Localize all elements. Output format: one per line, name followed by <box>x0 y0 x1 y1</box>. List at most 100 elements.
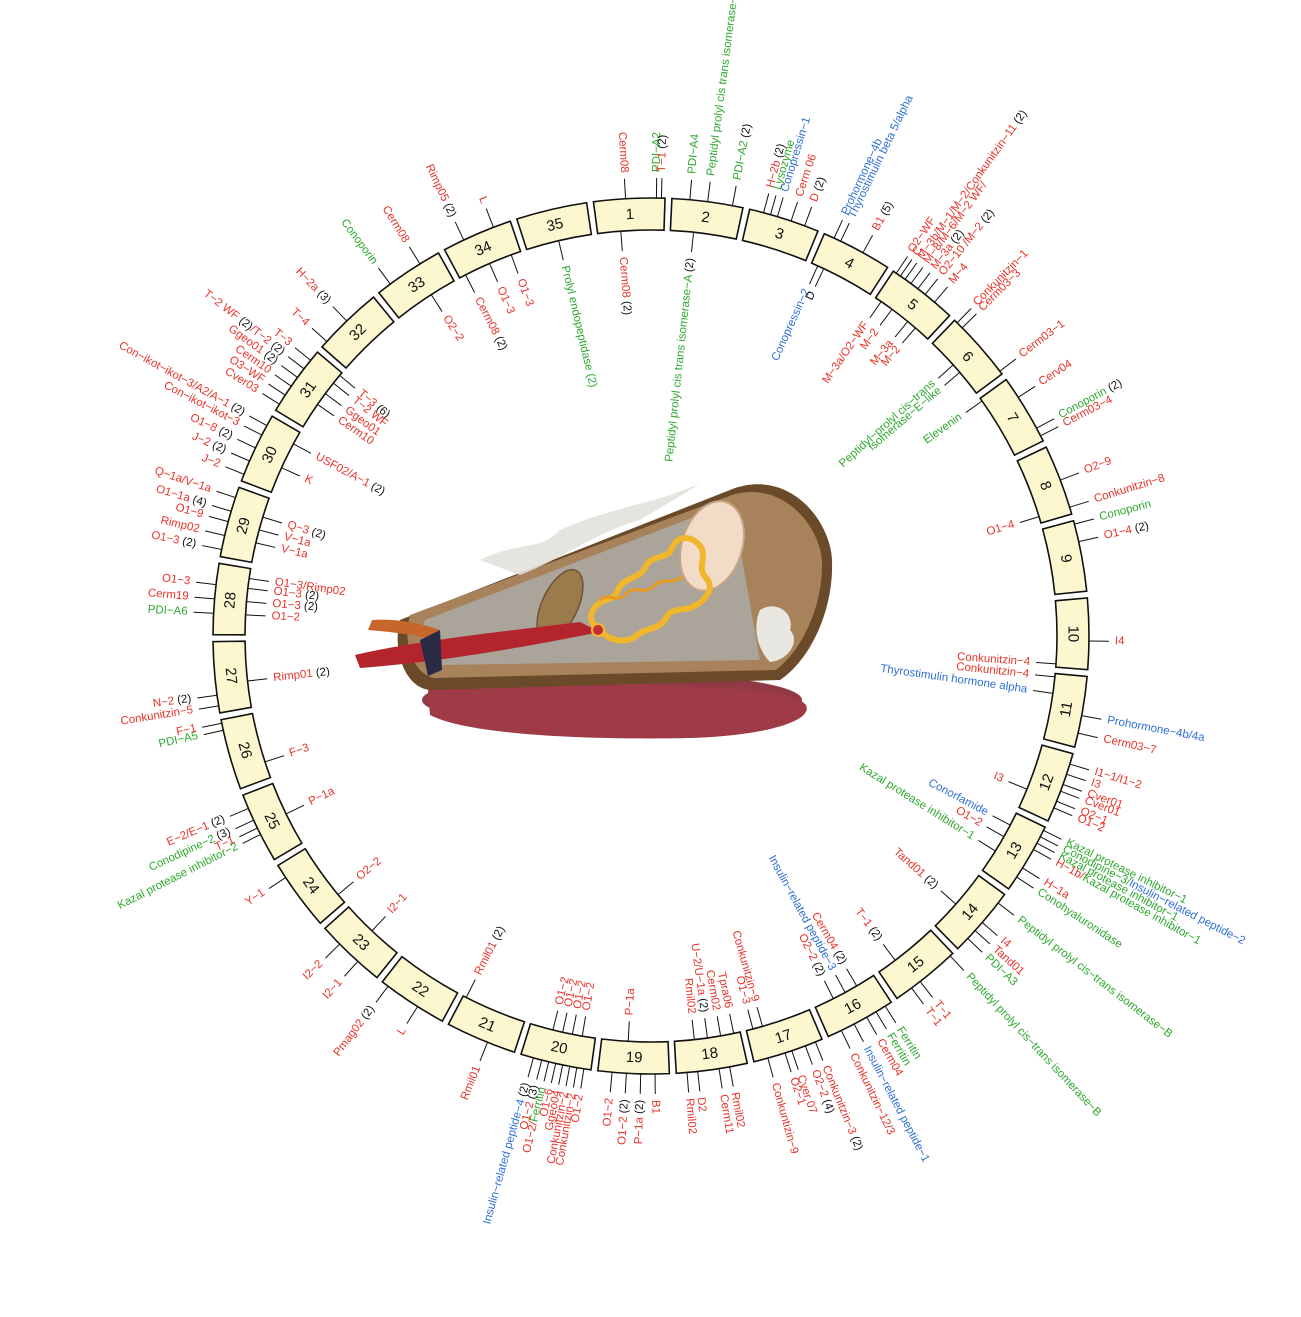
leader-line <box>912 988 924 1004</box>
gene-label-part: I2−1 <box>385 891 409 916</box>
leader-line <box>230 808 248 816</box>
gene-label: F−3 <box>288 742 311 760</box>
leader-line <box>1035 675 1055 677</box>
gene-label: Conkunitzin−1 <box>971 248 1031 309</box>
leader-line <box>719 1069 722 1089</box>
leader-line <box>911 267 923 283</box>
leader-line <box>1037 419 1055 428</box>
leader-line <box>920 982 932 998</box>
leader-line <box>692 1020 694 1040</box>
leader-line <box>885 1006 896 1023</box>
gene-label: Cerm19 <box>147 587 189 602</box>
gene-label-part: Cerm08 <box>472 295 501 337</box>
gene-label-part: O1−2 <box>616 1116 630 1145</box>
gene-label: P−1a (2) <box>633 1100 646 1145</box>
leader-line <box>293 444 311 453</box>
gene-label: O2−2 <box>440 313 465 343</box>
leader-line <box>610 1072 612 1092</box>
leader-line <box>528 1058 533 1077</box>
leader-line <box>624 179 625 199</box>
leader-line <box>1078 733 1098 737</box>
gene-label-part: T−2 WF <box>201 288 241 323</box>
leader-line <box>259 530 278 535</box>
leader-line <box>628 1021 629 1041</box>
gene-label: I2−2 <box>301 958 326 982</box>
leader-line <box>925 279 938 295</box>
leader-line <box>582 1016 585 1036</box>
leader-line <box>376 986 388 1002</box>
leader-line <box>1000 359 1016 371</box>
leader-line <box>1054 808 1072 816</box>
leader-line <box>338 882 353 895</box>
leader-line <box>1074 519 1093 524</box>
gene-label: Prolyl endopeptidase (2) <box>559 265 599 389</box>
gene-label: T−1 (2) <box>656 134 669 172</box>
gene-label-part: (2) <box>173 693 192 707</box>
gene-label: Conkunitzin−8 <box>1093 472 1166 505</box>
gene-label-part: Conoporin <box>338 217 379 267</box>
segment-number: 27 <box>222 667 241 685</box>
gene-label-part: I4 <box>1115 635 1125 647</box>
leader-line <box>466 980 475 998</box>
leader-line <box>295 348 311 361</box>
gene-label-part: Rmil01 <box>473 940 500 977</box>
gene-label: Insulin−related peptide−4 (2) <box>481 1081 532 1225</box>
leader-line <box>1041 427 1059 436</box>
leader-line <box>281 366 297 378</box>
gene-label: P−1a <box>624 987 638 1015</box>
gene-label-part: O1−2 <box>271 610 300 623</box>
gene-label-part: B1 <box>649 1100 661 1114</box>
leader-line <box>815 1042 823 1061</box>
gene-label-part: (2) <box>618 1099 631 1117</box>
gene-label-part: (2) <box>440 198 458 219</box>
leader-line <box>730 1067 734 1087</box>
gene-label: PDI−A4 <box>686 133 702 174</box>
gene-label: Rimp01 (2) <box>273 666 331 684</box>
leader-line <box>199 706 219 709</box>
leader-line <box>836 975 846 993</box>
leader-line <box>511 255 518 274</box>
gene-label-part: (2) <box>739 123 754 142</box>
leader-line <box>847 969 857 986</box>
gene-label-part: I3 <box>992 770 1005 785</box>
leader-line <box>764 193 769 212</box>
leader-line <box>249 578 269 581</box>
leader-line <box>1063 784 1082 791</box>
gene-label-part: L <box>395 1025 409 1037</box>
leader-line <box>204 730 224 734</box>
gene-label: I4 <box>1115 635 1125 647</box>
cone-snail-anatomy-icon <box>355 484 832 738</box>
gene-label-part: Peptidyl prolyl cis−trans isomerase−B <box>964 971 1104 1119</box>
gene-label-part: I2−2 <box>301 958 326 982</box>
leader-line <box>705 1018 708 1038</box>
gene-label-part: Cerm08 <box>380 204 412 245</box>
leader-line <box>212 506 231 512</box>
gene-label: Cerv04 <box>1037 358 1075 389</box>
leader-line <box>730 1014 734 1034</box>
gene-label: PDI−A2 (2) <box>731 123 753 182</box>
leader-line <box>1070 501 1089 507</box>
leader-line <box>559 241 564 260</box>
gene-label: O1−2 <box>601 1098 615 1127</box>
leader-line <box>256 543 275 548</box>
leader-line <box>841 223 850 241</box>
gene-label: Y−1 <box>243 887 267 908</box>
leader-line <box>325 944 339 958</box>
gene-label: L <box>395 1025 409 1037</box>
leader-line <box>717 1016 720 1036</box>
leader-line <box>998 903 1014 915</box>
gene-label-part: (2) <box>620 297 633 315</box>
leader-line <box>268 384 285 395</box>
leader-line <box>325 394 341 406</box>
leader-line <box>248 679 268 681</box>
leader-line <box>863 235 873 253</box>
gene-label-part: P−1a <box>624 987 638 1015</box>
leader-line <box>834 220 842 238</box>
leader-line <box>243 834 261 843</box>
leader-line <box>987 827 1004 837</box>
leader-line <box>791 202 797 221</box>
leader-line <box>246 602 266 604</box>
gene-label-part: (2) <box>366 479 387 498</box>
leader-line <box>288 357 304 369</box>
gene-label-part: (2) <box>489 924 508 945</box>
